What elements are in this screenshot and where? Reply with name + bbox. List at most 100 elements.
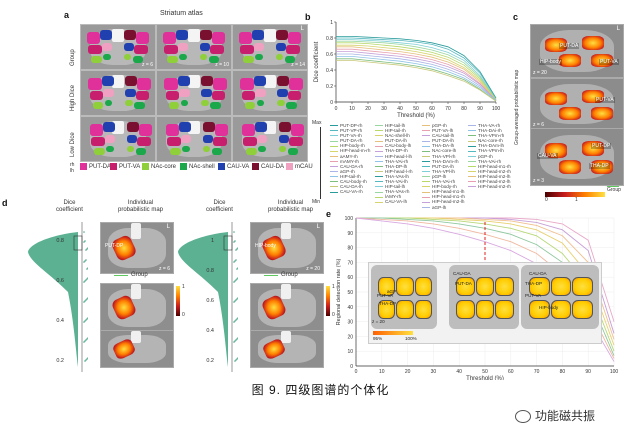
violin-dot [234,300,236,302]
detection-parcel [550,299,572,320]
legend-entry-text: PUT-DA-lh [385,138,407,144]
legend-entry: NAc-core-lh [422,148,465,153]
brain-slice [232,70,308,116]
parcel-cau-va [177,76,190,86]
cbar-min: 0 [332,312,335,318]
parcel-cau-da [202,122,215,132]
legend-entry-text: THA-VPl-lh [432,168,455,174]
x-tick-label: 90 [477,106,483,112]
y-axis-title: Regional detection rate (%) [336,259,342,326]
violin-dot [84,300,86,302]
brain-slice: z = 14 L [232,24,308,70]
legend-entry-text: THA-DAm-lh [478,143,505,149]
group-label-c: Group [607,187,621,193]
wechat-icon [515,410,531,424]
legend-entry: PUT-DA-lh [422,138,465,143]
parcel-put-va [286,44,300,55]
prob-blob [581,141,604,156]
legend-line-swatch [330,160,338,162]
violin-dot [237,337,238,339]
parcel-cau-va [125,88,136,98]
parcel-nac-core [91,55,102,63]
x-axis-title: Threshold (%) [397,113,435,119]
violin-dot [85,299,87,301]
violin-dot [236,338,238,340]
violin-dot [233,301,235,303]
legend-line-swatch [375,181,383,183]
legend-entry: THA-VAi-rh [468,159,511,164]
legend-line-swatch [375,130,383,132]
parcel-put-va [88,44,102,55]
legend-item: CAU-VA [218,163,249,170]
parcel-nac-shell [284,55,296,63]
legend-item: NAc-core [142,163,176,170]
prob-blob [558,159,581,175]
parcel-cau-va [199,42,211,52]
legend-line-swatch [375,155,383,157]
prob-blob [558,53,581,68]
legend-line-swatch [422,160,430,162]
parcel-put-da [164,77,178,90]
parcel-mcau [179,88,190,98]
region-label: PUT-VA [599,59,619,65]
y-tick-label: 0 [330,100,333,106]
legend-line-swatch [468,125,476,127]
legend-entry-text: THA-DA-lh [432,143,455,149]
legend-entry-text: PUT-DP-rh [340,123,363,128]
y-axis-title: Dice coefficient [314,41,320,82]
ventricle [188,120,200,134]
legend-line-swatch [375,166,383,168]
legend-entry-text: NAc-shell-lh [385,133,410,139]
parcel-put-va [164,44,178,55]
parcel-mcau [180,134,192,144]
legend-swatch [110,163,117,170]
violin-dot [85,259,87,261]
violin-dot [83,321,85,323]
violin-dot [236,278,238,280]
violin-dot [233,231,235,233]
legend-line-swatch [375,201,383,203]
legend-entry: THA-DAm-lh [468,143,511,148]
group-label: Group [281,272,298,278]
legend-line-swatch [468,171,476,173]
legend-entry: HIP-head-l-rh [375,169,413,174]
y-tick-label: 80 [347,246,353,252]
violin-dot [234,280,236,282]
parcel-put-va [135,90,150,101]
individual-map [250,330,324,368]
y-tick-label: 90 [347,231,353,237]
legend-entry: THA-DAm-rh [422,159,465,164]
prob-blob [590,53,613,68]
violin-dot [234,360,236,362]
x-tick-label: 30 [381,106,387,112]
legend-entry-text: HIP-tail-rh [340,173,361,179]
x-axis-title: Threshold (%) [466,376,504,380]
legend-entry-text: PUT-DA-lh [432,163,454,169]
legend-line-swatch [375,186,383,188]
legend-swatch [142,163,149,170]
x-tick-label: 20 [405,369,411,375]
x-tick-label: 50 [413,106,419,112]
cbar-c-max: 1 [575,197,578,203]
series-line-PUT-VA-rh [336,39,497,100]
legend-entry: HIP-head-m1-rh [422,194,465,199]
legend-entry: THA-VPm-lh [468,148,511,153]
violin-dot [84,260,86,262]
dice-tick-label: 0.8 [206,268,214,274]
slice-label: z = 20 [533,70,547,76]
legend-entry: PUT-DA-lh [422,164,465,169]
parcel-put-va [289,136,303,147]
legend-line-swatch [422,176,430,178]
legend-line-swatch [330,150,338,152]
legend-entry-text: THA-VPl-rh [432,153,456,159]
ventricle [188,74,200,88]
legend-line-swatch [330,130,338,132]
region-label: THA-DP [589,163,610,169]
violin-dot [234,260,236,262]
legend-entry-text: HIP-head-l-rh [385,168,413,174]
parcel-put-da [89,123,104,136]
violin-dot [236,358,238,360]
region-label: PUT-DP [591,143,612,149]
parcel-nac-core [167,55,178,63]
region-label: HIP-body [539,305,559,310]
